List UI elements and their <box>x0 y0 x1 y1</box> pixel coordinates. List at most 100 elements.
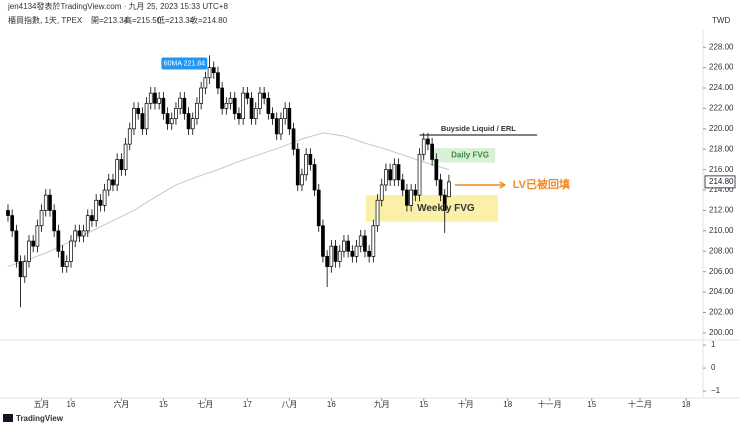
candle-body <box>144 102 149 130</box>
candle-body <box>262 92 266 99</box>
candle-body <box>178 97 183 109</box>
y-tick-label: 200.00 <box>709 328 734 337</box>
candle-body <box>321 225 325 257</box>
candle-body <box>60 250 65 267</box>
candle-body <box>237 113 241 119</box>
candle-body <box>43 194 48 211</box>
candle-body <box>14 230 19 262</box>
moving-average <box>7 132 450 268</box>
candle-body <box>279 118 283 135</box>
x-tick-label: 六月 <box>113 399 129 409</box>
candle-body <box>304 153 308 176</box>
candle-body <box>249 97 254 119</box>
brand: TradingView <box>16 414 64 423</box>
candle-body <box>245 92 250 99</box>
candle-body <box>426 138 430 145</box>
candle-body <box>379 184 384 201</box>
candle-body <box>375 199 380 227</box>
x-tick-label: 九月 <box>374 400 390 409</box>
candle-body <box>430 143 434 160</box>
y-tick-label: 0 <box>711 363 716 372</box>
candle-body <box>224 102 229 109</box>
y-tick-label: 204.00 <box>709 287 734 296</box>
candle-body <box>148 92 153 104</box>
candle-body <box>10 215 15 232</box>
candle-body <box>291 128 296 150</box>
x-tick-label: 17 <box>243 400 252 409</box>
x-tick-label: 七月 <box>197 400 213 409</box>
arrow-head <box>499 181 507 189</box>
candle-body <box>27 240 31 262</box>
candle-body <box>232 97 237 114</box>
y-tick-label: 222.00 <box>709 104 734 113</box>
candle-body <box>123 143 128 170</box>
candle-body <box>73 230 78 242</box>
candle-body <box>442 194 447 211</box>
candle-body <box>274 118 279 135</box>
y-tick-label: 226.00 <box>709 63 734 72</box>
candle-body <box>216 72 220 89</box>
symbol: 櫃買指數, 1天, TPEX <box>8 15 83 25</box>
candle-body <box>106 179 111 191</box>
candle-body <box>98 199 103 206</box>
candle-body <box>111 179 115 186</box>
candle-body <box>199 87 204 104</box>
candle-body <box>77 230 82 237</box>
candle-body <box>102 189 107 206</box>
candle-body <box>157 97 162 104</box>
candle-body <box>165 113 170 125</box>
candle-body <box>409 189 413 206</box>
candle-body <box>195 102 199 119</box>
candle-body <box>283 108 287 119</box>
candle-body <box>342 240 346 252</box>
candle-body <box>190 118 195 130</box>
candle-body <box>358 235 363 247</box>
fvg-zone <box>432 148 496 163</box>
y-tick-label: 202.00 <box>709 308 734 317</box>
ma-label: 60MA 221.84 <box>164 60 205 67</box>
x-tick-label: 18 <box>682 400 691 409</box>
candle-body <box>153 92 157 104</box>
candle-body <box>207 67 212 79</box>
candle-body <box>174 108 178 119</box>
candle-body <box>186 113 191 130</box>
candle-body <box>346 240 350 252</box>
candle-body <box>384 169 388 186</box>
y-tick-label: 214.00 <box>709 185 734 194</box>
candle-body <box>287 108 292 130</box>
candle-body <box>22 261 27 278</box>
x-tick-label: 十二月 <box>628 399 652 409</box>
candle-body <box>81 230 86 237</box>
candle-body <box>329 245 334 267</box>
candle-body <box>367 250 371 257</box>
candle-body <box>85 215 90 232</box>
candle-body <box>136 108 141 114</box>
candle-body <box>140 113 145 130</box>
candle-body <box>115 159 120 186</box>
candle-body <box>396 164 401 181</box>
last-price-label: 214.80 <box>709 177 734 186</box>
candle-body <box>228 97 233 104</box>
x-tick-label: 十一月 <box>538 399 562 409</box>
candle-body <box>18 261 23 278</box>
candle-body <box>119 159 124 170</box>
arrow-label: LV已被回填 <box>513 177 570 191</box>
x-tick-label: 15 <box>159 400 168 409</box>
candle-body <box>220 87 225 109</box>
ohlc-close: 收=214.80 <box>190 15 228 25</box>
x-tick-label: 十月 <box>458 399 474 409</box>
candle-body <box>405 189 409 206</box>
candle-body <box>64 261 69 267</box>
y-tick-label: 218.00 <box>709 144 734 153</box>
candle-body <box>295 148 300 186</box>
y-tick-label: 228.00 <box>709 42 734 51</box>
candle-body <box>447 181 451 198</box>
candle-body <box>52 210 57 232</box>
x-tick-label: 五月 <box>34 400 50 409</box>
y-tick-label: 206.00 <box>709 267 734 276</box>
candle-body <box>39 210 44 227</box>
candle-body <box>300 174 304 186</box>
candle-body <box>203 77 208 89</box>
candle-body <box>127 128 132 145</box>
candle-body <box>333 245 338 262</box>
